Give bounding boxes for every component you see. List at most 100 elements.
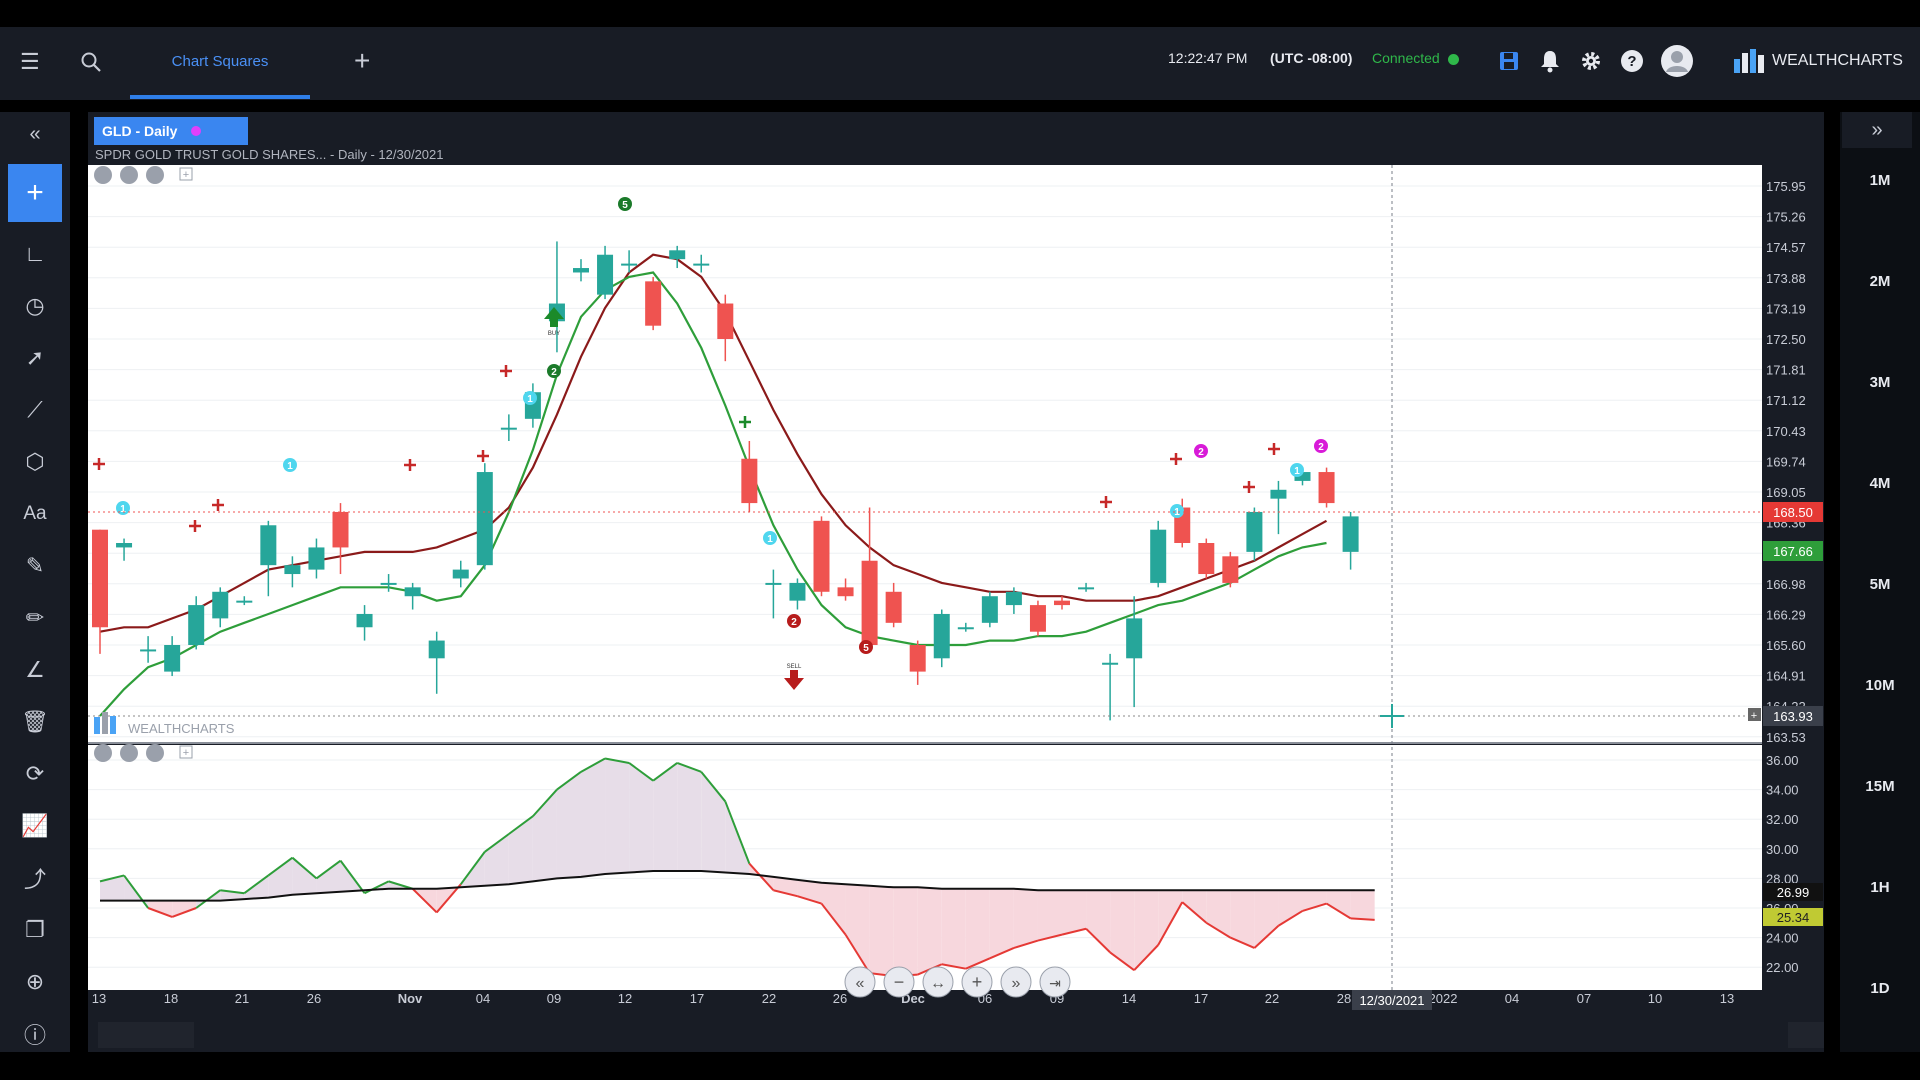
collapse-left-icon[interactable]: «: [29, 122, 41, 145]
indicator-fill-segment: [581, 758, 606, 877]
signal-badge-cyan-text: 1: [1294, 466, 1300, 477]
signal-badge-cyan-text: 1: [120, 504, 126, 515]
text-tool-icon[interactable]: Aa: [23, 503, 47, 524]
indicator-fill-segment: [605, 758, 630, 874]
indicator-line-segment: [652, 762, 678, 782]
date-tick-label: 04: [1505, 991, 1519, 1006]
price-tick-label: 171.81: [1766, 363, 1806, 378]
pane-controls-bottom[interactable]: +: [94, 744, 193, 762]
timeframe-10m[interactable]: 10M: [1865, 677, 1895, 694]
shapes-icon[interactable]: ⬡: [25, 449, 45, 474]
timezone[interactable]: (UTC -08:00): [1270, 50, 1353, 66]
candle-body: [236, 600, 253, 603]
tab-chart-squares[interactable]: Chart Squares: [130, 27, 310, 100]
timeframe-1h[interactable]: 1H: [1870, 879, 1890, 896]
candle-body: [957, 627, 974, 630]
indicator-fill-segment: [1062, 890, 1087, 935]
gear-icon[interactable]: [1579, 49, 1603, 73]
timeframe-1d[interactable]: 1D: [1870, 980, 1890, 997]
indicator-fill-segment: [508, 816, 533, 885]
timeframe-1m[interactable]: 1M: [1869, 172, 1891, 189]
date-tick-label: 26: [833, 991, 847, 1006]
candle-body: [1078, 587, 1095, 590]
strategy-icon[interactable]: ⤴: [23, 867, 46, 892]
angle-icon[interactable]: ∠: [25, 657, 45, 682]
indicator-line-segment: [676, 762, 702, 773]
trash-icon[interactable]: 🗑: [21, 709, 49, 734]
timeframe-2m[interactable]: 2M: [1869, 273, 1891, 290]
ind-tick-label: 36.00: [1766, 753, 1799, 768]
timeframe-4m[interactable]: 4M: [1869, 475, 1891, 492]
crosshair-icon[interactable]: ⊕: [25, 969, 45, 994]
date-tick-label: 18: [164, 991, 178, 1006]
zoom-in-icon[interactable]: [961, 966, 993, 998]
line-tool-icon[interactable]: ⟋: [27, 397, 43, 422]
timeframe-15m[interactable]: 15M: [1865, 778, 1895, 795]
symbol-tab[interactable]: GLD - Daily: [94, 117, 248, 145]
indicator-line-segment: [1181, 901, 1207, 924]
cursor-add-icon[interactable]: [1748, 708, 1761, 721]
zoom-out-icon[interactable]: [883, 966, 915, 998]
price-axis: 175.95 175.26 174.57 173.88 173.19 172.50 171.…: [1766, 179, 1806, 745]
indicator-fill-segment: [148, 900, 173, 917]
zoom-in-glyph: +: [972, 972, 983, 992]
signal-badge-cyan: [1290, 463, 1304, 477]
avatar[interactable]: [1660, 44, 1694, 78]
indicator-line-segment: [1085, 928, 1111, 954]
ma-price-badge: [1763, 541, 1823, 561]
indicator-line-segment: [1302, 902, 1327, 912]
refresh-icon[interactable]: ⟳: [25, 761, 45, 786]
help-icon[interactable]: ?: [1620, 49, 1644, 73]
signal-badge-magenta-text: 2: [1198, 447, 1204, 458]
indicator-fill-segment: [1158, 890, 1183, 945]
nav-end-icon[interactable]: [1039, 966, 1071, 998]
add-drawing-button[interactable]: +: [8, 164, 62, 222]
indicator-line-segment: [628, 762, 654, 782]
signal-badge-green-text: 2: [551, 367, 557, 378]
timeframe-5m[interactable]: 5M: [1869, 576, 1891, 593]
indicator-fill-segment: [316, 860, 341, 894]
timeframe-3m[interactable]: 3M: [1869, 374, 1891, 391]
clock-icon[interactable]: ◷: [25, 293, 45, 318]
nav-forward-glyph: »: [1012, 975, 1021, 992]
candle-body: [332, 511, 349, 548]
indicator-line-segment: [1037, 933, 1063, 942]
add-tab-icon[interactable]: +: [354, 45, 371, 76]
chart-type-icon[interactable]: ∟: [24, 241, 46, 266]
price-chart[interactable]: 175.95 175.26 174.57 173.88 173.19 172.50 171.…: [88, 163, 1824, 1052]
indicator-icon[interactable]: 📈: [21, 813, 49, 838]
indicator-line-segment: [459, 851, 486, 885]
grid: [88, 185, 1762, 968]
signal-badge-cyan-text: 1: [1174, 507, 1180, 518]
indicator-line-segment: [195, 889, 221, 909]
candle-body: [573, 268, 589, 273]
indicator-line-segment: [1326, 902, 1352, 920]
expand-right-icon[interactable]: »: [1842, 112, 1912, 148]
save-icon[interactable]: [1498, 50, 1520, 72]
nav-back-icon[interactable]: [844, 966, 876, 998]
indicator-line-segment: [1013, 939, 1039, 949]
nav-controls[interactable]: « − ↔ + » ⇥: [844, 966, 1071, 998]
fit-icon[interactable]: [922, 966, 954, 998]
signal-markers: 5 2 2 5 2 2 1 1 1 1 1 1 BUY SELL: [93, 197, 1328, 690]
nav-forward-icon[interactable]: [1000, 966, 1032, 998]
candle-body: [404, 587, 421, 597]
indicator-fill-segment: [244, 875, 269, 900]
ruler-icon[interactable]: ✏: [25, 605, 45, 630]
indicator-lines: [99, 757, 1375, 978]
candle-body: [885, 591, 902, 623]
pane-controls-top[interactable]: +: [94, 166, 193, 184]
bottom-right-box[interactable]: [1788, 1022, 1824, 1048]
signal-badge-green: [547, 364, 561, 378]
search-icon[interactable]: [80, 51, 102, 73]
info-icon[interactable]: ⓘ: [23, 1023, 46, 1048]
indicator-average-line: [100, 870, 1375, 902]
pencil-icon[interactable]: ✎: [25, 553, 45, 578]
trend-icon[interactable]: ➚: [25, 345, 45, 370]
indicator-line-segment: [220, 889, 245, 895]
date-axis: 13 18 21 26 Nov 04 09 12 17 22 26 Dec 06 09 14 17 22 28 20…: [92, 991, 1734, 1006]
menu-icon[interactable]: ☰: [20, 49, 40, 74]
bell-icon[interactable]: [1539, 49, 1561, 73]
layers-icon[interactable]: ❐: [25, 917, 45, 942]
bottom-left-box[interactable]: [98, 1022, 194, 1048]
